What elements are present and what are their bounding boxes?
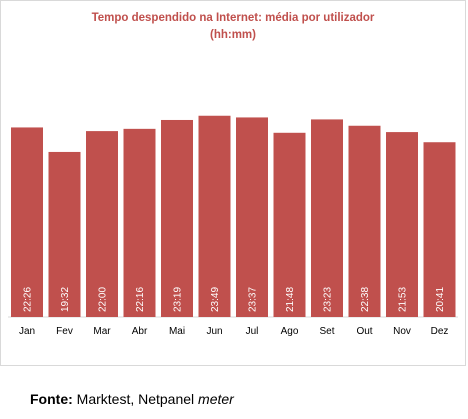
chart-frame [0, 0, 466, 366]
source-text: Marktest, Netpanel [72, 391, 199, 407]
data-label-nov: 21:53 [398, 287, 409, 312]
bar-dez [423, 142, 456, 317]
x-tick-label-mar: Mar [93, 326, 111, 337]
chart-subtitle: (hh:mm) [210, 29, 256, 41]
data-label-out: 22:38 [360, 287, 371, 312]
data-label-jul: 23:37 [248, 287, 259, 312]
data-label-mai: 23:19 [173, 287, 184, 312]
data-label-ago: 21:48 [285, 287, 296, 312]
x-tick-label-out: Out [356, 326, 372, 337]
x-tick-label-ago: Ago [281, 326, 299, 337]
x-tick-label-dez: Dez [431, 326, 449, 337]
data-label-mar: 22:00 [98, 287, 109, 312]
source-label: Fonte: [30, 391, 73, 407]
x-tick-label-jul: Jul [246, 326, 259, 337]
source-note: Fonte: Marktest, Netpanel meter [30, 391, 234, 407]
x-tick-label-abr: Abr [132, 326, 148, 337]
x-tick-label-set: Set [319, 326, 334, 337]
x-tick-label-mai: Mai [169, 326, 185, 337]
x-tick-label-jan: Jan [19, 326, 35, 337]
data-label-jun: 23:49 [210, 287, 221, 312]
chart-title: Tempo despendido na Internet: média por … [91, 12, 375, 24]
bar-jun [198, 115, 231, 317]
source-italic: meter [198, 391, 234, 407]
bar-chart: 22:26 Jan 19:32 Fev 22:00 Mar 22:16 Abr 23:19 Mai… [8, 115, 458, 337]
bar-set [311, 119, 343, 317]
data-label-abr: 22:16 [135, 287, 146, 312]
data-label-jan: 22:26 [23, 287, 34, 312]
bar-abr [123, 128, 156, 317]
data-label-dez: 20:41 [435, 287, 446, 312]
bar-out [348, 125, 381, 317]
data-label-set: 23:23 [323, 287, 334, 312]
bar-jul [236, 117, 268, 318]
bar-fev [48, 151, 81, 317]
bar-nov [386, 132, 418, 317]
bar-mar [86, 131, 118, 317]
data-label-fev: 19:32 [60, 287, 71, 312]
x-tick-label-jun: Jun [206, 326, 222, 337]
x-tick-label-nov: Nov [393, 326, 411, 337]
bar-ago [273, 132, 306, 317]
bar-mai [161, 119, 193, 318]
bar-jan [11, 127, 43, 317]
x-tick-label-fev: Fev [56, 326, 73, 337]
